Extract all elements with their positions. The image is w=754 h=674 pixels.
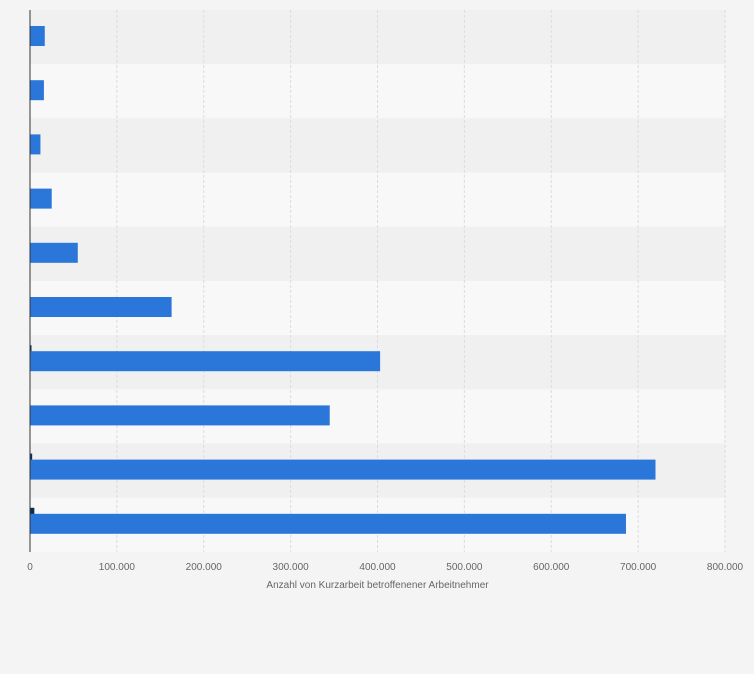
bar-blue bbox=[30, 188, 52, 209]
bar-blue bbox=[30, 297, 172, 317]
x-tick-label: 0 bbox=[27, 562, 33, 573]
bar-blue bbox=[30, 80, 44, 101]
bar-blue bbox=[30, 513, 626, 534]
x-axis-title: Anzahl von Kurzarbeit betroffenener Arbe… bbox=[266, 580, 489, 591]
bar-blue bbox=[30, 242, 78, 263]
x-tick-label: 600.000 bbox=[533, 562, 570, 573]
bar-blue bbox=[30, 351, 381, 372]
bar-blue bbox=[30, 26, 45, 46]
bars bbox=[30, 26, 656, 534]
x-tick-label: 700.000 bbox=[620, 562, 657, 573]
x-tick-label: 300.000 bbox=[273, 562, 310, 573]
x-tick-label: 800.000 bbox=[707, 562, 744, 573]
bar-blue bbox=[30, 134, 41, 155]
bar-blue bbox=[30, 405, 330, 426]
x-tick-label: 100.000 bbox=[99, 562, 136, 573]
x-tick-label: 500.000 bbox=[446, 562, 483, 573]
x-tick-label: 200.000 bbox=[186, 562, 223, 573]
x-tick-label: 400.000 bbox=[359, 562, 396, 573]
bar-blue bbox=[30, 459, 656, 480]
x-tick-labels: 0 100.000 200.000 300.000 400.000 500.000 600.… bbox=[27, 562, 743, 573]
